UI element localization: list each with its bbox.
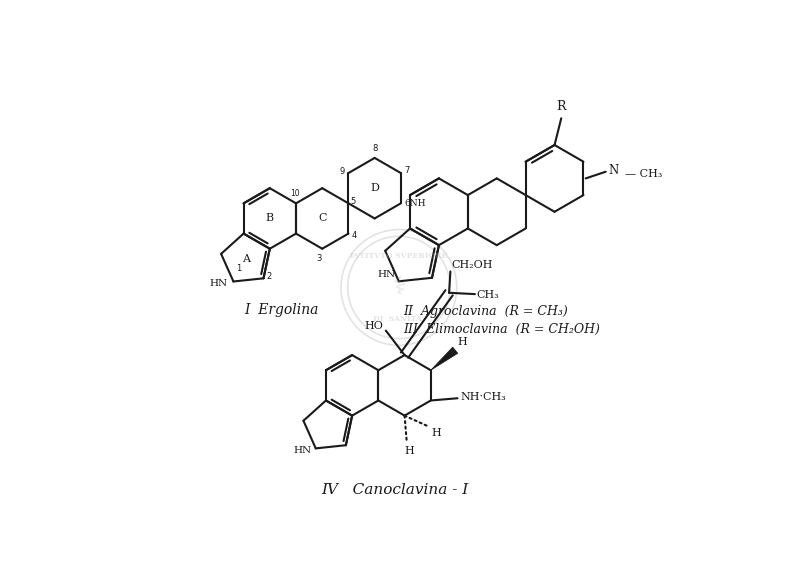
Text: IV   Canoclavina - I: IV Canoclavina - I bbox=[321, 483, 468, 497]
Text: HN: HN bbox=[210, 279, 228, 288]
Text: HN: HN bbox=[377, 270, 395, 279]
Text: CH₃: CH₃ bbox=[477, 290, 499, 300]
Text: ISTITVTO SVPERIORE: ISTITVTO SVPERIORE bbox=[350, 251, 447, 260]
Text: 3: 3 bbox=[316, 254, 322, 263]
Text: H: H bbox=[431, 428, 441, 438]
Text: II  Agroclavina  (R = CH₃): II Agroclavina (R = CH₃) bbox=[403, 305, 568, 318]
Text: 6NH: 6NH bbox=[405, 199, 426, 208]
Text: 4: 4 bbox=[351, 231, 357, 240]
Text: 1: 1 bbox=[236, 265, 241, 273]
Text: III  Elimoclavina  (R = CH₂OH): III Elimoclavina (R = CH₂OH) bbox=[403, 323, 600, 336]
Text: H: H bbox=[458, 337, 467, 347]
Polygon shape bbox=[430, 347, 458, 370]
Text: 5: 5 bbox=[350, 197, 356, 206]
Text: CH₂OH: CH₂OH bbox=[451, 260, 493, 269]
Text: NH·CH₃: NH·CH₃ bbox=[460, 392, 506, 402]
Text: R: R bbox=[557, 100, 566, 113]
Text: 2: 2 bbox=[266, 272, 272, 280]
Text: ⚕: ⚕ bbox=[392, 276, 406, 299]
Text: D: D bbox=[370, 183, 379, 193]
Text: HO: HO bbox=[364, 321, 383, 331]
Text: C: C bbox=[318, 213, 326, 224]
Text: — CH₃: — CH₃ bbox=[625, 169, 662, 179]
Text: N: N bbox=[609, 164, 619, 177]
Text: 9: 9 bbox=[340, 167, 345, 176]
Text: A: A bbox=[242, 254, 250, 264]
Text: DI  SANITA': DI SANITA' bbox=[374, 315, 425, 323]
Text: B: B bbox=[266, 213, 274, 224]
Text: H: H bbox=[404, 446, 414, 456]
Text: 10: 10 bbox=[290, 189, 299, 198]
Text: I  Ergolina: I Ergolina bbox=[244, 303, 318, 317]
Text: 7: 7 bbox=[405, 166, 410, 175]
Text: 8: 8 bbox=[372, 143, 378, 153]
Text: HN: HN bbox=[293, 446, 311, 455]
